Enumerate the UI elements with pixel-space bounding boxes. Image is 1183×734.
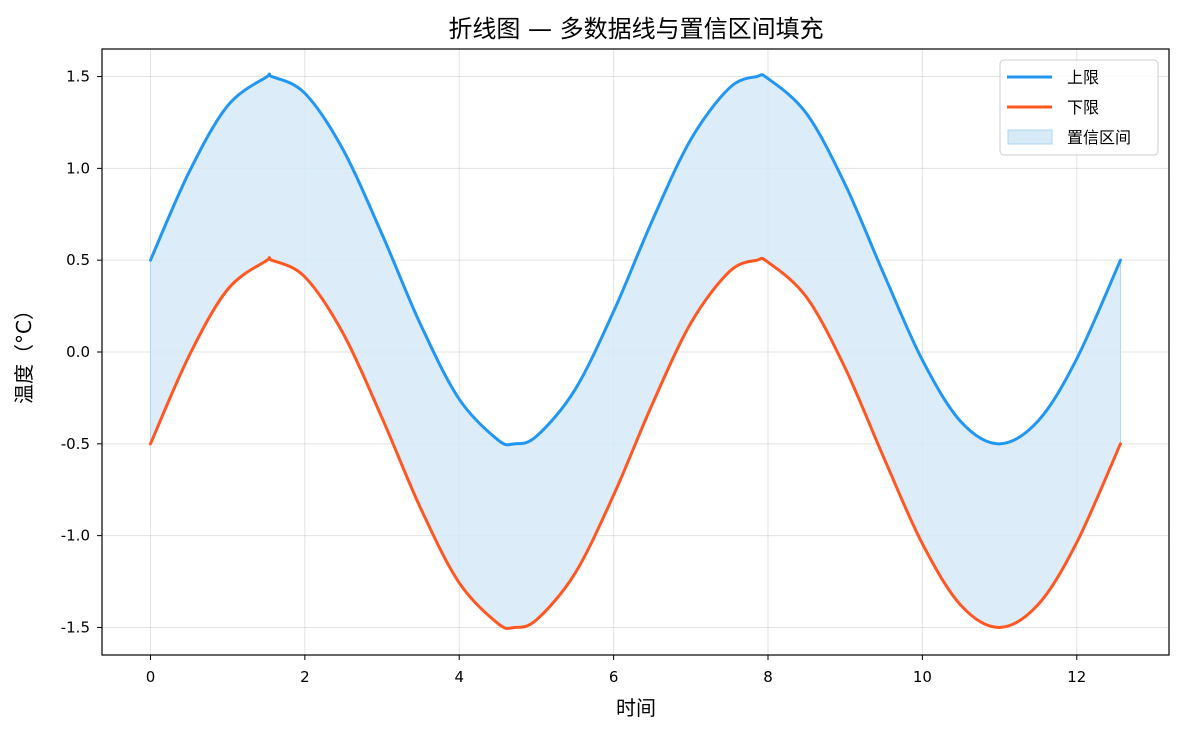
legend-label-upper: 上限 <box>1067 68 1099 87</box>
legend-swatch-band <box>1007 129 1053 145</box>
x-tick-label: 4 <box>454 668 464 686</box>
lower-bound-line <box>148 256 1122 630</box>
x-tick-label: 8 <box>763 668 773 686</box>
legend-label-band: 置信区间 <box>1067 128 1131 147</box>
chart-title: 折线图 — 多数据线与置信区间填充 <box>448 15 823 43</box>
y-tick-label: 0.5 <box>66 251 90 269</box>
series-lines-layer <box>148 72 1122 630</box>
y-tick-label: -1.0 <box>61 527 90 545</box>
y-tick-label: 0.0 <box>66 343 90 361</box>
y-tick-label: 1.5 <box>66 68 90 86</box>
x-axis-title: 时间 <box>616 696 656 720</box>
y-tick-label: -0.5 <box>61 435 90 453</box>
axis-ticks: 0 2 4 6 8 10 12 -1.5 -1.0 -0.5 0.0 0.5 1.0 1.5 <box>61 68 1087 686</box>
upper-bound-line <box>148 72 1122 447</box>
x-tick-label: 0 <box>146 668 156 686</box>
legend-label-lower: 下限 <box>1067 98 1099 117</box>
y-axis-title: 温度（°C） <box>12 300 36 404</box>
x-tick-label: 12 <box>1067 668 1086 686</box>
x-tick-label: 10 <box>913 668 932 686</box>
legend: 上限 下限 置信区间 <box>999 59 1159 156</box>
y-tick-label: -1.5 <box>61 618 90 636</box>
y-tick-label: 1.0 <box>66 159 90 177</box>
x-tick-label: 6 <box>609 668 619 686</box>
x-tick-label: 2 <box>300 668 310 686</box>
